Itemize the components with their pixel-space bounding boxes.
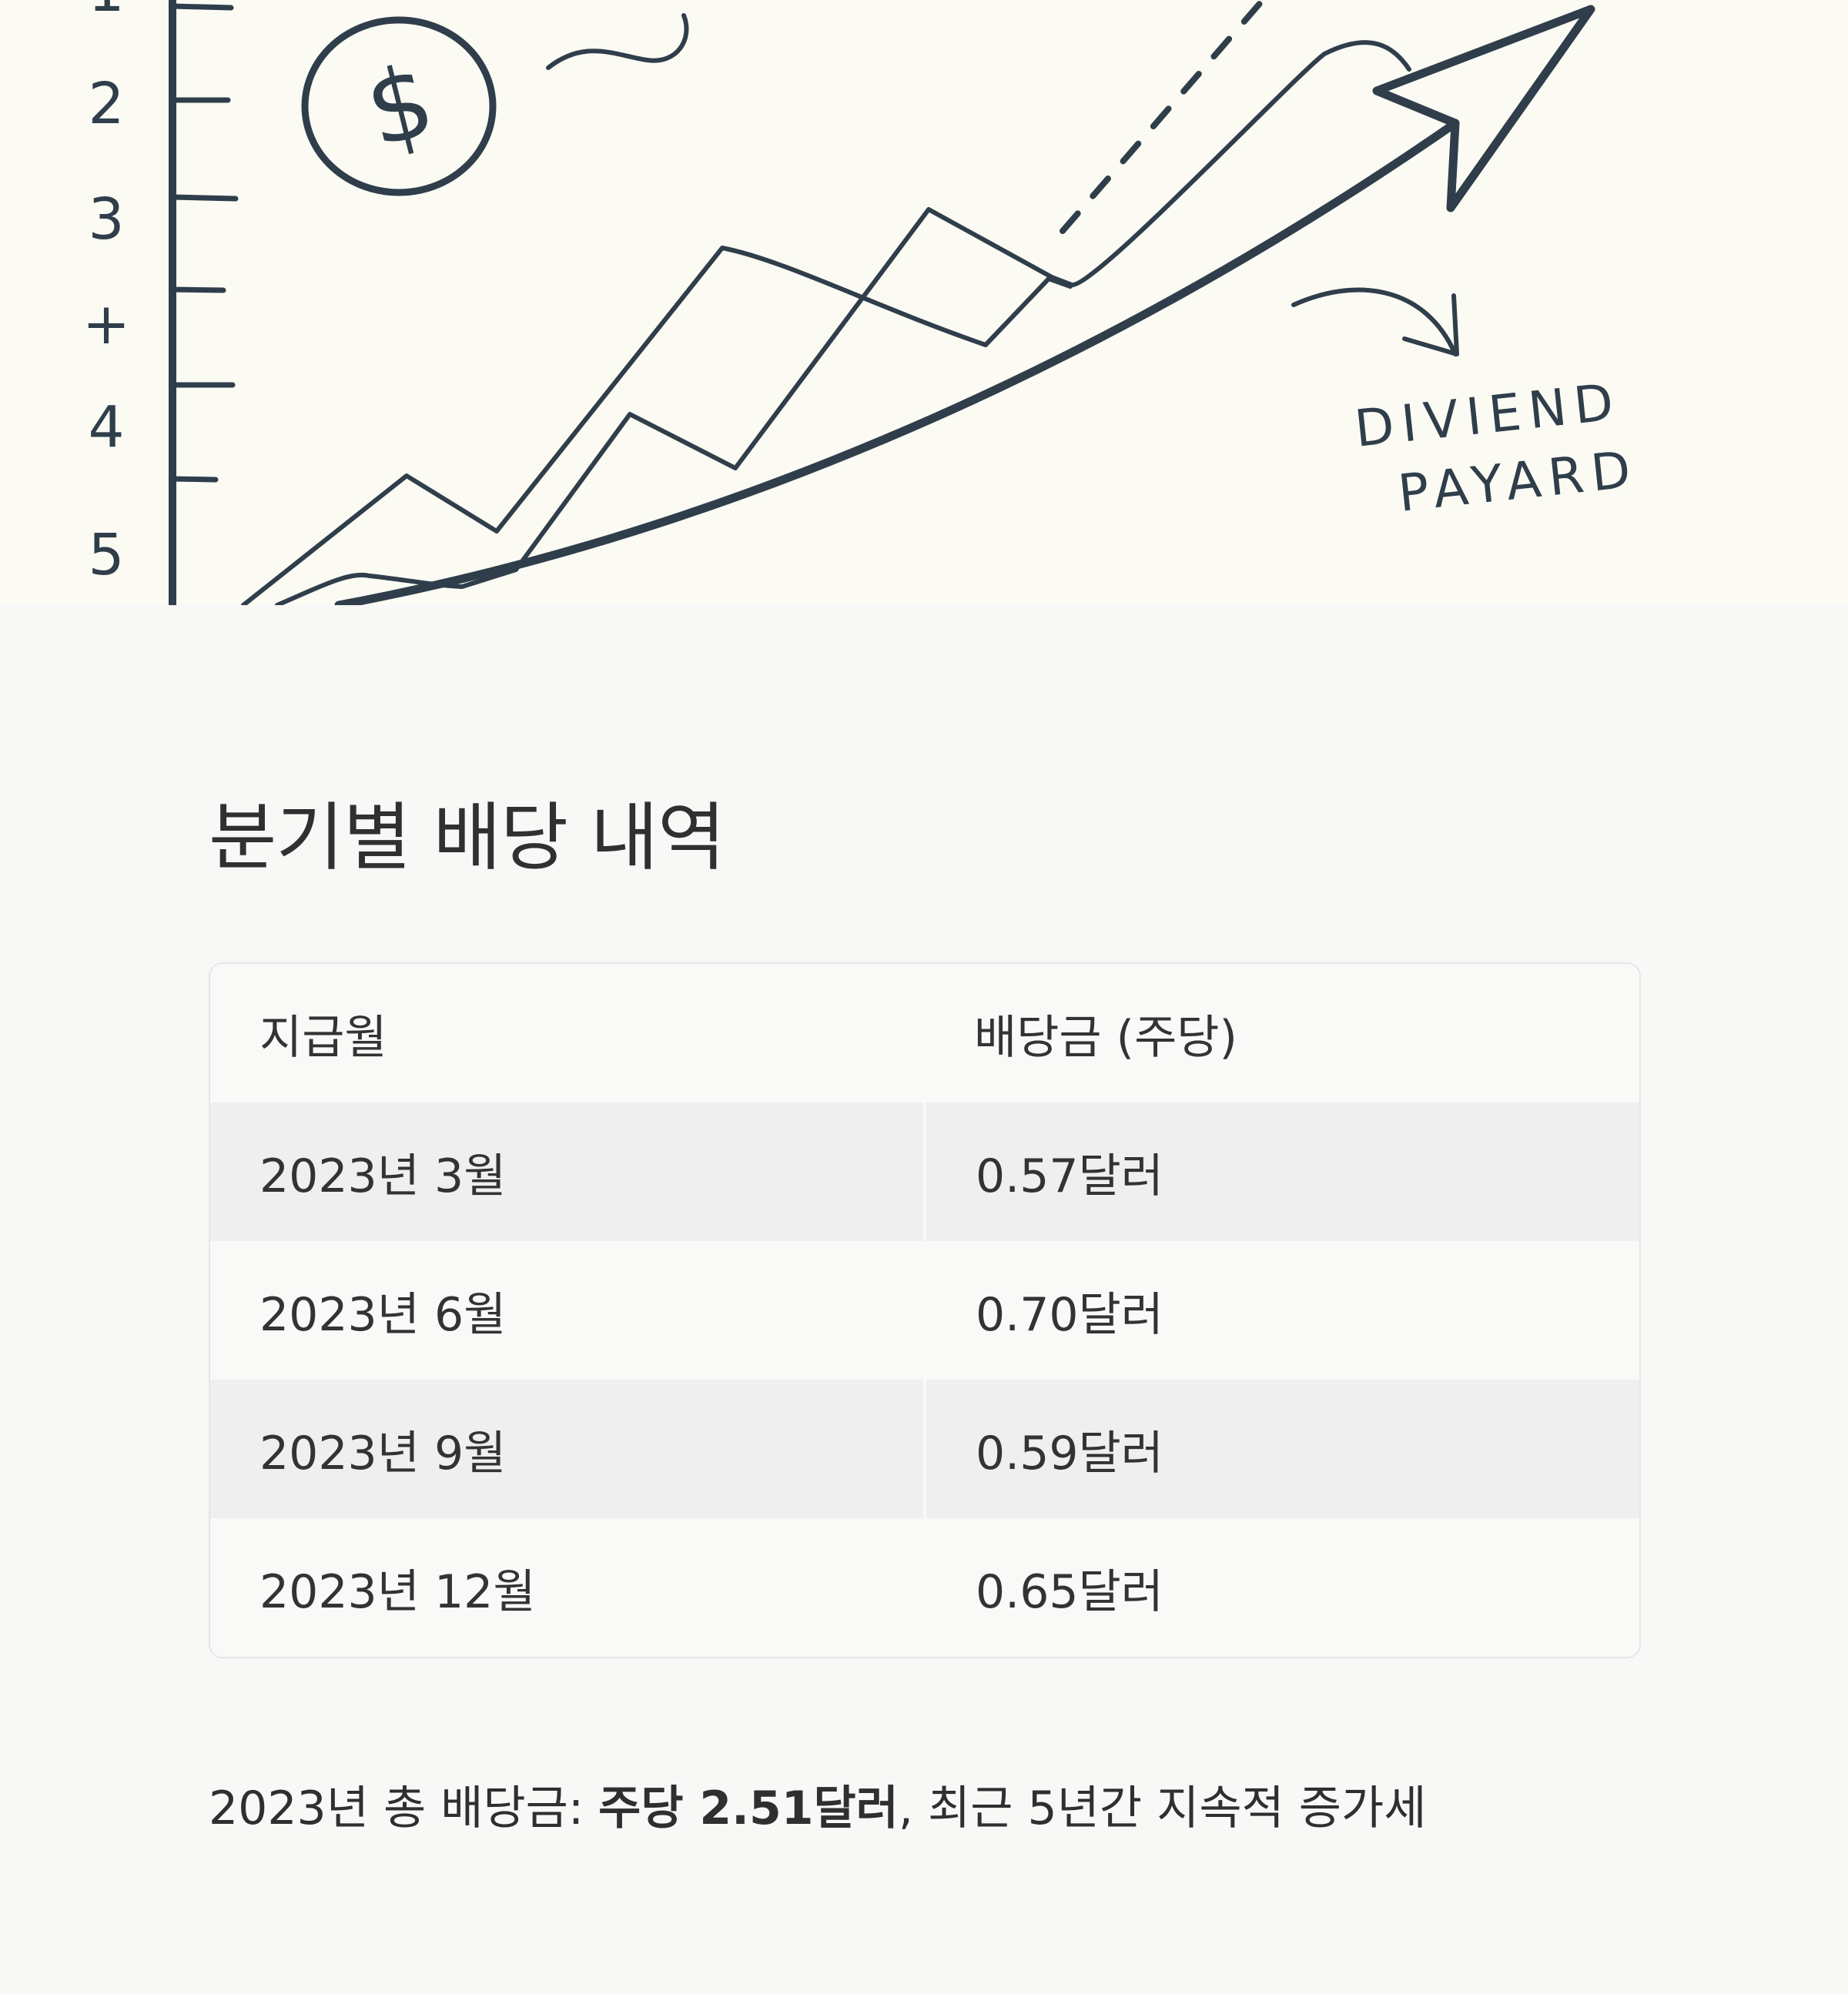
cell-month: 2023년 9월	[210, 1380, 926, 1518]
dividend-table-card: 지급월 배당금 (주당) 2023년 3월 0.57달러 2023년 6월 0.…	[209, 962, 1641, 1658]
curved-arrow-icon	[1291, 287, 1458, 356]
coin-symbol: $	[355, 41, 445, 169]
table-row: 2023년 12월 0.65달러	[210, 1518, 1639, 1657]
annotation-line-2: PAYARD	[1395, 440, 1641, 524]
cell-month: 2023년 12월	[210, 1518, 926, 1657]
annual-summary: 2023년 총 배당금: 주당 2.51달러, 최근 5년간 지속적 증가세	[209, 1771, 1638, 1838]
cell-amount: 0.59달러	[925, 1380, 1639, 1518]
cell-month: 2023년 6월	[210, 1241, 926, 1380]
table-header-row: 지급월 배당금 (주당)	[210, 964, 1639, 1102]
hand-drawn-growth-chart: 1 2 3 + 4 5 $ DIVIEND PAYARD	[82, 0, 1641, 605]
cell-month: 2023년 3월	[210, 1102, 926, 1241]
arrow-head-icon	[1372, 5, 1595, 212]
summary-suffix: , 최근 5년간 지속적 증가세	[898, 1782, 1427, 1835]
axis-tick-label: 3	[88, 186, 124, 253]
axis-tick-label: 1	[88, 0, 124, 25]
header-month: 지급월	[210, 964, 925, 1102]
summary-prefix: 2023년 총 배당금:	[209, 1782, 599, 1835]
hero-illustration: 1 2 3 + 4 5 $ DIVIEND PAYARD	[0, 0, 1848, 605]
header-amount: 배당금 (주당)	[925, 964, 1639, 1102]
dividend-section: 분기별 배당 내역 지급월 배당금 (주당) 2023년 3월 0.57달러 2…	[209, 795, 1641, 1835]
dollar-coin-icon	[301, 16, 497, 196]
cell-amount: 0.65달러	[976, 1564, 1163, 1619]
dividend-table: 지급월 배당금 (주당) 2023년 3월 0.57달러 2023년 6월 0.…	[210, 964, 1639, 1657]
axis-tick-label: +	[82, 291, 130, 357]
axis-tick-label: 4	[88, 394, 124, 460]
section-title: 분기별 배당 내역	[209, 795, 725, 881]
axis-tick-label: 5	[88, 522, 124, 588]
summary-highlight: 주당 2.51달러	[598, 1782, 899, 1835]
axis-tick-label: 2	[88, 71, 124, 137]
cell-amount: 0.70달러	[976, 1287, 1163, 1342]
table-row: 2023년 3월 0.57달러	[210, 1102, 1639, 1241]
cell-amount: 0.57달러	[925, 1102, 1639, 1241]
table-row: 2023년 9월 0.59달러	[210, 1380, 1639, 1518]
table-row: 2023년 6월 0.70달러	[210, 1241, 1639, 1380]
